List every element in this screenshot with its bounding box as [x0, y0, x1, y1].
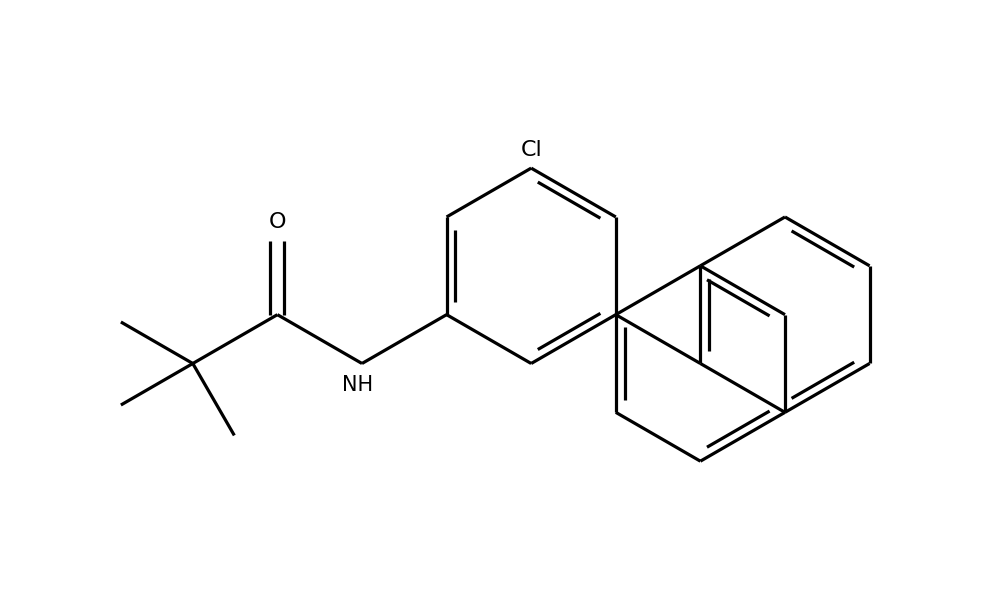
- Text: NH: NH: [342, 375, 373, 395]
- Text: O: O: [268, 212, 286, 232]
- Text: Cl: Cl: [520, 140, 542, 160]
